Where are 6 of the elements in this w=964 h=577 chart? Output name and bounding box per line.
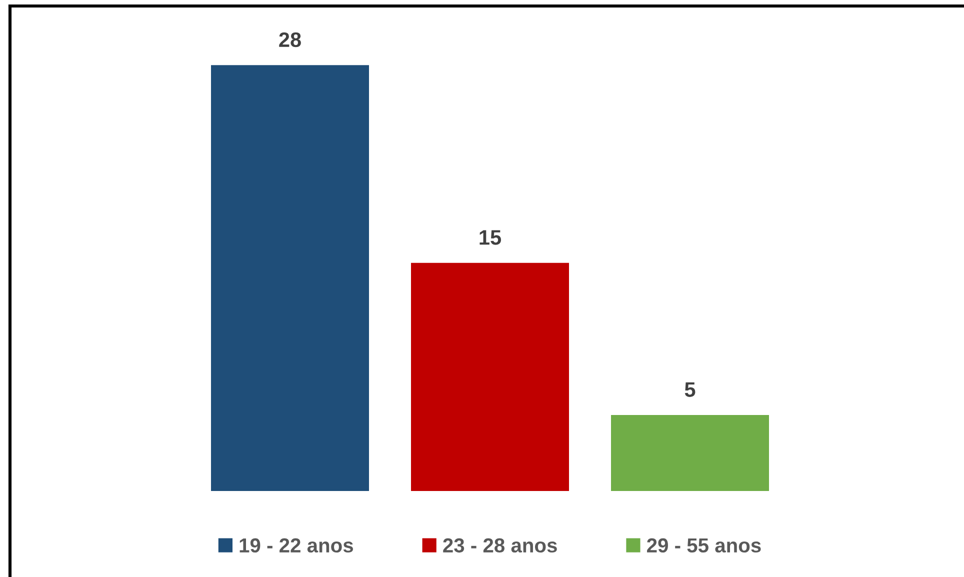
legend-label: 19 - 22 anos <box>240 538 353 553</box>
data-label: 15 <box>480 230 502 245</box>
legend-label: 23 - 28 anos <box>443 538 557 553</box>
legend-label: 29 - 55 anos <box>647 538 761 553</box>
data-label: 28 <box>279 32 301 48</box>
data-label: 5 <box>684 382 696 397</box>
